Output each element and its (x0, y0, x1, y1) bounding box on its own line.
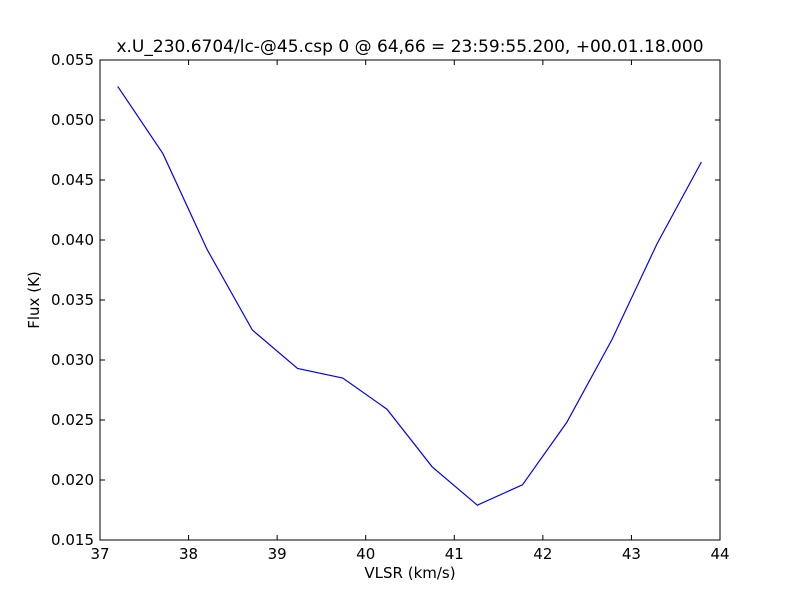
y-tick-label: 0.030 (51, 351, 94, 369)
x-tick-label: 37 (90, 545, 109, 563)
y-axis-label: Flux (K) (25, 271, 43, 329)
y-tick-label: 0.040 (51, 231, 94, 249)
x-tick-label: 43 (622, 545, 641, 563)
x-tick-label: 42 (533, 545, 552, 563)
y-tick-label: 0.025 (51, 411, 94, 429)
y-tick-label: 0.015 (51, 531, 94, 549)
x-tick-label: 44 (710, 545, 729, 563)
line-series (117, 86, 702, 506)
y-tick-label: 0.020 (51, 471, 94, 489)
x-tick-label: 41 (445, 545, 464, 563)
chart-title: x.U_230.6704/lc-@45.csp 0 @ 64,66 = 23:5… (116, 37, 703, 57)
y-tick-label: 0.035 (51, 291, 94, 309)
x-tick-label: 40 (356, 545, 375, 563)
x-axis-label: VLSR (km/s) (364, 564, 455, 582)
y-tick-label: 0.050 (51, 111, 94, 129)
x-tick-label: 38 (179, 545, 198, 563)
x-tick-label: 39 (268, 545, 287, 563)
y-tick-label: 0.045 (51, 171, 94, 189)
y-tick-label: 0.055 (51, 51, 94, 69)
